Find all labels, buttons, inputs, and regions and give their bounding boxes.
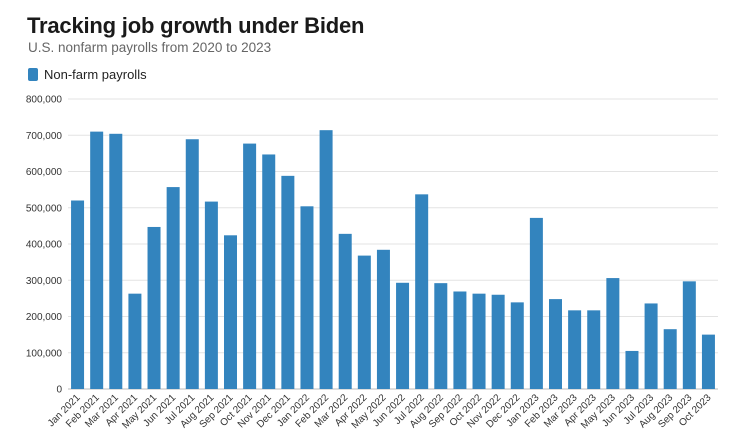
y-tick-label: 500,000 [26, 203, 63, 214]
bar [71, 200, 85, 389]
gridlines [68, 98, 718, 390]
bar [568, 310, 582, 389]
bar [281, 175, 295, 389]
legend-label: Non-farm payrolls [44, 67, 147, 82]
bars [71, 130, 715, 390]
bar [434, 283, 448, 389]
bar [319, 130, 333, 390]
bar [510, 302, 524, 389]
legend: Non-farm payrolls [28, 67, 147, 82]
bar [243, 143, 257, 389]
chart-title: Tracking job growth under Biden [27, 13, 365, 38]
bar [166, 187, 180, 389]
y-tick-label: 700,000 [26, 131, 63, 142]
bar [682, 281, 696, 389]
bar [204, 201, 218, 389]
bar [376, 249, 390, 389]
bar [338, 233, 352, 389]
y-tick-label: 800,000 [26, 95, 63, 106]
bar [529, 217, 543, 389]
y-axis-ticks: 0 100,000 200,000 300,000 400,000 500,000 600,… [26, 95, 63, 396]
bar [147, 226, 161, 389]
y-tick-label: 100,000 [26, 348, 63, 359]
bar [128, 293, 142, 389]
bar [663, 329, 677, 389]
bar [472, 293, 486, 389]
bar [701, 334, 715, 389]
bar [549, 299, 562, 389]
bar [262, 154, 276, 389]
legend-swatch [28, 68, 38, 81]
bar [587, 310, 601, 389]
bar [224, 235, 237, 389]
bar [625, 350, 639, 389]
bar [109, 133, 123, 389]
bar [415, 194, 429, 389]
bar [396, 282, 410, 389]
bar [90, 131, 104, 389]
y-tick-label: 300,000 [26, 276, 63, 287]
y-tick-label: 200,000 [26, 312, 63, 323]
bar [453, 291, 467, 389]
bar [491, 294, 505, 389]
bar [357, 255, 371, 389]
y-tick-label: 600,000 [26, 167, 63, 178]
bar [606, 278, 620, 389]
chart-subtitle: U.S. nonfarm payrolls from 2020 to 2023 [28, 40, 272, 55]
bar [300, 206, 314, 389]
y-tick-label: 0 [56, 385, 62, 396]
bar [644, 303, 658, 389]
y-tick-label: 400,000 [26, 240, 63, 251]
bar [185, 139, 199, 389]
